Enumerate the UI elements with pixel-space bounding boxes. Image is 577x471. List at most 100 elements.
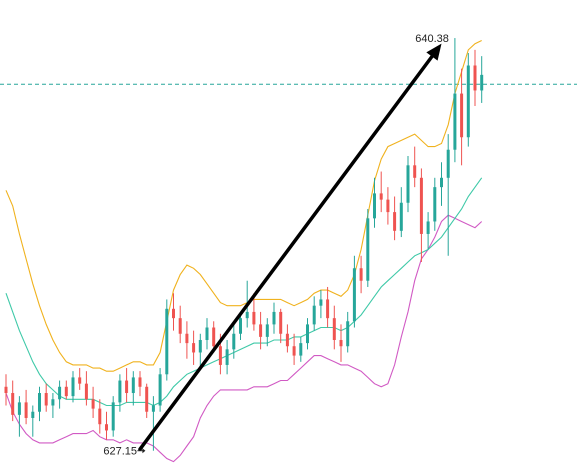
candle-body bbox=[111, 402, 115, 431]
candle-body bbox=[359, 268, 363, 281]
candle-body bbox=[299, 343, 303, 356]
candle-body bbox=[326, 299, 330, 319]
candle-body bbox=[138, 377, 142, 387]
candle-body bbox=[185, 333, 189, 344]
candle bbox=[44, 383, 48, 412]
candle-body bbox=[145, 386, 149, 412]
candle bbox=[84, 371, 88, 406]
candle bbox=[446, 134, 450, 256]
bollinger-middle-band bbox=[5, 177, 483, 407]
candle bbox=[259, 311, 263, 350]
candle-body bbox=[198, 339, 202, 353]
candle-body bbox=[440, 177, 443, 188]
bollinger-lower-band bbox=[5, 214, 483, 463]
candle bbox=[71, 371, 75, 403]
candle bbox=[17, 396, 21, 437]
candle-body bbox=[165, 308, 169, 375]
candle bbox=[359, 255, 363, 294]
candle-body bbox=[91, 399, 95, 409]
candle-body bbox=[306, 324, 309, 344]
candle bbox=[426, 212, 430, 250]
candle-body bbox=[239, 318, 242, 334]
low-price-label: 627.15 bbox=[103, 446, 137, 458]
candle-body bbox=[105, 424, 108, 431]
candle-body bbox=[98, 408, 102, 425]
candle-body bbox=[31, 411, 35, 418]
candle-body bbox=[419, 177, 423, 234]
candle bbox=[265, 318, 269, 347]
candle-body bbox=[366, 218, 370, 281]
candle-body bbox=[17, 402, 21, 415]
candle-body bbox=[272, 311, 276, 325]
candle bbox=[151, 396, 155, 451]
candle-body bbox=[178, 318, 182, 334]
candle-body bbox=[292, 346, 296, 356]
candle bbox=[339, 324, 343, 362]
candle-body bbox=[71, 377, 75, 397]
candle-body bbox=[11, 393, 15, 415]
candle bbox=[252, 293, 256, 331]
candle-body bbox=[212, 327, 216, 347]
candle bbox=[466, 53, 470, 147]
candle-body bbox=[466, 65, 470, 138]
candle-body bbox=[460, 93, 464, 138]
candle bbox=[198, 333, 202, 369]
candle-body bbox=[446, 149, 450, 178]
candle-body bbox=[225, 349, 229, 365]
candle-body bbox=[352, 268, 356, 322]
candle bbox=[11, 380, 15, 422]
candle-body bbox=[413, 165, 417, 178]
candle-body bbox=[158, 374, 162, 406]
trend-arrow-head bbox=[426, 43, 442, 61]
candle bbox=[279, 308, 283, 344]
candle-body bbox=[84, 383, 88, 400]
candles bbox=[4, 38, 484, 451]
candle-body bbox=[232, 333, 236, 350]
candle-body bbox=[78, 377, 82, 384]
candle-body bbox=[245, 311, 249, 319]
candle bbox=[373, 177, 376, 228]
candle-body bbox=[265, 324, 269, 337]
candle bbox=[158, 368, 162, 412]
low-price-arrow-icon bbox=[137, 448, 146, 454]
candle bbox=[131, 371, 135, 406]
candle-body bbox=[399, 202, 403, 231]
candle bbox=[178, 305, 182, 344]
candle-body bbox=[426, 221, 430, 234]
candle bbox=[118, 374, 122, 412]
candle bbox=[332, 305, 336, 350]
candle bbox=[192, 330, 196, 365]
candle bbox=[64, 380, 68, 400]
candle bbox=[51, 393, 55, 418]
candle bbox=[433, 177, 437, 231]
candle-body bbox=[473, 65, 477, 91]
candle bbox=[225, 339, 229, 375]
candle-body bbox=[332, 318, 336, 340]
candle bbox=[312, 296, 316, 331]
candle bbox=[138, 371, 142, 397]
candle-body bbox=[131, 377, 135, 394]
candle-body bbox=[406, 165, 410, 203]
candle-body bbox=[279, 311, 283, 334]
candle bbox=[272, 302, 276, 334]
candle bbox=[205, 318, 209, 350]
candle bbox=[232, 324, 236, 359]
candle bbox=[480, 56, 484, 103]
candle-body bbox=[172, 308, 175, 319]
high-price-label: 640.38 bbox=[415, 33, 449, 45]
candle bbox=[125, 368, 129, 403]
candle-body bbox=[312, 305, 316, 325]
price-annotations: 640.38 627.15 bbox=[103, 33, 449, 458]
candle-body bbox=[386, 199, 390, 213]
candle bbox=[379, 171, 383, 213]
candle bbox=[406, 155, 410, 213]
candle bbox=[473, 49, 477, 107]
candle bbox=[393, 196, 397, 241]
candle-body bbox=[252, 311, 256, 325]
candle-body bbox=[218, 346, 222, 365]
candle-body bbox=[38, 393, 41, 412]
candle bbox=[285, 324, 289, 353]
candle-body bbox=[285, 333, 289, 347]
candle bbox=[399, 187, 403, 238]
